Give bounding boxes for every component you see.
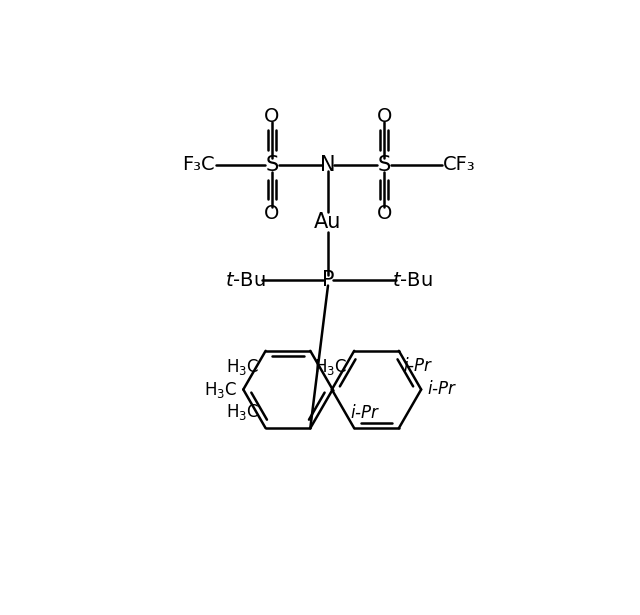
Text: $\mathrm{H_3C}$: $\mathrm{H_3C}$ — [227, 402, 259, 422]
Text: $t$-Bu: $t$-Bu — [392, 271, 433, 290]
Text: $\mathrm{H_3C}$: $\mathrm{H_3C}$ — [204, 379, 237, 400]
Text: O: O — [264, 106, 280, 125]
Text: $t$-Bu: $t$-Bu — [225, 271, 265, 290]
Text: N: N — [320, 154, 336, 175]
Text: O: O — [264, 204, 280, 223]
Text: CF₃: CF₃ — [443, 155, 476, 174]
Text: $i$-Pr: $i$-Pr — [403, 357, 433, 375]
Text: $i$-Pr: $i$-Pr — [428, 381, 458, 399]
Text: Au: Au — [314, 212, 342, 232]
Text: O: O — [376, 106, 392, 125]
Text: $\mathrm{H_3C}$: $\mathrm{H_3C}$ — [227, 357, 259, 377]
Text: F₃C: F₃C — [182, 155, 215, 174]
Text: P: P — [322, 270, 334, 290]
Text: S: S — [378, 154, 391, 175]
Text: S: S — [265, 154, 278, 175]
Text: $i$-Pr: $i$-Pr — [350, 404, 381, 422]
Text: O: O — [376, 204, 392, 223]
Text: $\mathrm{H_3C}$: $\mathrm{H_3C}$ — [314, 357, 348, 377]
